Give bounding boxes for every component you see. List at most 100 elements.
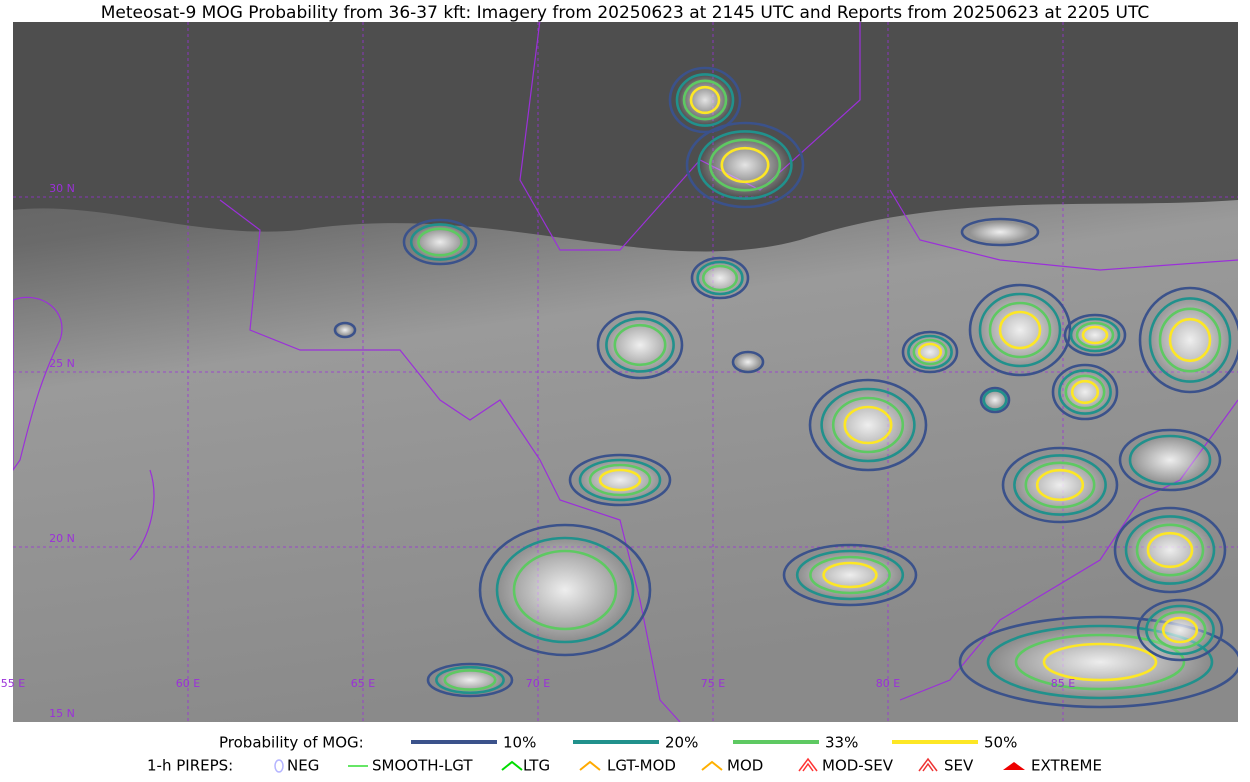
contour bbox=[795, 549, 905, 601]
lon-label: 75 E bbox=[701, 677, 725, 690]
pirep-icon bbox=[798, 757, 818, 772]
cloud-top bbox=[969, 221, 1031, 243]
cloud-top bbox=[1130, 436, 1210, 484]
contours bbox=[333, 66, 1238, 709]
legend-label: MOD bbox=[727, 757, 763, 775]
contour bbox=[1013, 454, 1107, 516]
pirep-icon bbox=[579, 760, 601, 771]
contour bbox=[402, 218, 478, 266]
legend-label: 10% bbox=[503, 734, 536, 752]
lat-label: 20 N bbox=[49, 532, 75, 545]
contour bbox=[1158, 307, 1222, 373]
contour bbox=[1138, 286, 1238, 394]
legend-label: SEV bbox=[944, 757, 974, 775]
contour bbox=[1058, 369, 1112, 415]
graticule-labels: 55 E 60 E 65 E 70 E 75 E 80 E 85 E 30 N 25 N 20 N… bbox=[1, 182, 1075, 720]
contour bbox=[968, 283, 1072, 377]
contour bbox=[478, 523, 652, 657]
contour bbox=[843, 405, 893, 445]
contour bbox=[588, 463, 652, 497]
lon-label: 70 E bbox=[526, 677, 550, 690]
contour bbox=[1070, 379, 1100, 405]
contour bbox=[1118, 428, 1222, 492]
contour bbox=[1135, 523, 1205, 577]
contour bbox=[333, 321, 357, 339]
legend-label: 33% bbox=[825, 734, 858, 752]
contour bbox=[668, 66, 742, 134]
contour bbox=[958, 615, 1238, 709]
legend-label: 20% bbox=[665, 734, 698, 752]
cloud-top bbox=[698, 131, 792, 199]
lon-label: 85 E bbox=[1051, 677, 1075, 690]
contour bbox=[720, 146, 770, 184]
contour bbox=[917, 342, 943, 362]
contour bbox=[731, 350, 765, 374]
contour bbox=[1148, 297, 1232, 383]
cloud-top bbox=[497, 538, 633, 642]
cloud-top bbox=[1014, 455, 1106, 515]
contour bbox=[1075, 321, 1115, 349]
contour bbox=[596, 310, 684, 380]
legend-label: EXTREME bbox=[1031, 757, 1102, 775]
contour bbox=[1069, 317, 1121, 353]
contour bbox=[979, 386, 1011, 414]
contour bbox=[1024, 461, 1096, 509]
contour bbox=[1136, 598, 1224, 662]
lon-label: 65 E bbox=[351, 677, 375, 690]
pirep-icon bbox=[274, 759, 284, 773]
cloud-top bbox=[1126, 516, 1214, 584]
borders bbox=[219, 22, 1238, 722]
contour bbox=[986, 624, 1214, 700]
contour bbox=[690, 256, 750, 300]
pirep-icon bbox=[701, 760, 723, 771]
contour bbox=[820, 387, 916, 463]
contour bbox=[960, 217, 1040, 247]
map bbox=[13, 22, 1238, 722]
contour bbox=[982, 389, 1008, 411]
contour bbox=[1051, 363, 1119, 421]
contour bbox=[1146, 531, 1194, 569]
contour bbox=[697, 130, 793, 200]
cloud-top bbox=[821, 389, 915, 461]
contour bbox=[1063, 313, 1127, 357]
cloud-top bbox=[983, 390, 1007, 410]
contour bbox=[435, 665, 505, 695]
contour bbox=[605, 317, 675, 373]
contour bbox=[808, 378, 928, 472]
contour bbox=[809, 555, 891, 595]
lon-label: 60 E bbox=[176, 677, 200, 690]
contour bbox=[568, 453, 672, 507]
contour bbox=[1161, 616, 1199, 644]
contour bbox=[578, 458, 662, 502]
lat-label: 15 N bbox=[49, 707, 75, 720]
contour bbox=[1153, 610, 1207, 650]
contour bbox=[1113, 506, 1227, 594]
cloud-top bbox=[736, 354, 760, 370]
contour bbox=[1064, 374, 1106, 410]
contour bbox=[1035, 468, 1085, 502]
legend-label: NEG bbox=[287, 757, 319, 775]
cloud-top bbox=[980, 294, 1060, 366]
pirep-icon bbox=[501, 760, 523, 771]
contour bbox=[978, 292, 1062, 368]
contour bbox=[907, 334, 953, 370]
dark-region bbox=[13, 22, 1238, 252]
legend-title: 1-h PIREPS: bbox=[147, 757, 233, 775]
legend: Probability of MOG: 10% 20% 33% 50% 1-h PIREP… bbox=[147, 734, 1102, 775]
contour bbox=[426, 662, 514, 698]
lat-label: 25 N bbox=[49, 357, 75, 370]
contour bbox=[613, 323, 667, 367]
contour bbox=[1014, 633, 1186, 691]
contour bbox=[1128, 434, 1212, 486]
contour bbox=[901, 330, 959, 374]
contour bbox=[782, 543, 918, 607]
cloud-top bbox=[797, 551, 903, 599]
contour bbox=[443, 669, 497, 691]
contour bbox=[598, 468, 642, 492]
legend-label: LGT-MOD bbox=[607, 757, 676, 775]
legend-label: LTG bbox=[523, 757, 550, 775]
lon-label: 55 E bbox=[1, 677, 25, 690]
legend-label: MOD-SEV bbox=[822, 757, 894, 775]
contour bbox=[689, 85, 721, 115]
